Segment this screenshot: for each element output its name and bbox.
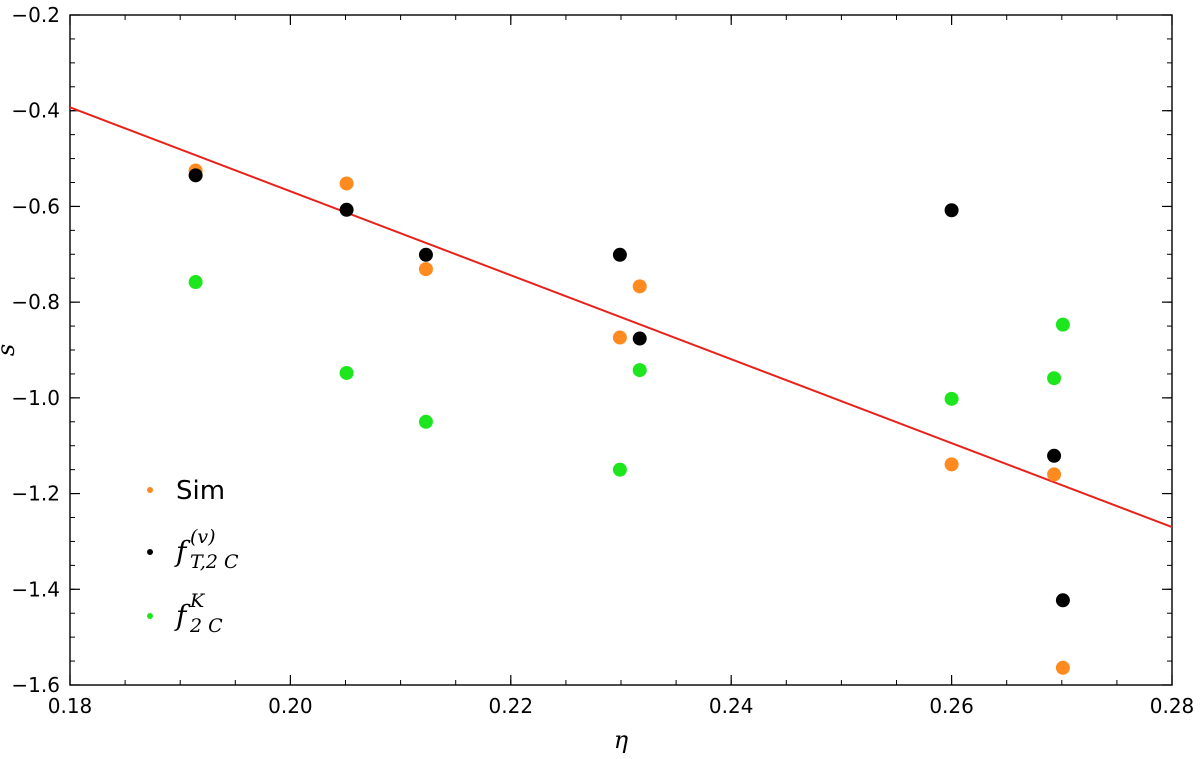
legend-label: f (174, 599, 191, 632)
point-series-2 (612, 247, 627, 262)
x-tick-label: 0.26 (929, 694, 974, 718)
point-series-3 (418, 414, 433, 429)
legend-label-superscript: (v) (190, 526, 216, 548)
axis-tick-labels: 0.18 0.20 0.22 0.24 0.26 0.28 −1.6 −1.4 −1.2 −1.0… (11, 3, 1194, 718)
point-series-3 (339, 365, 354, 380)
y-tick-label: −1.4 (11, 577, 60, 601)
point-series-2 (418, 247, 433, 262)
plot-frame (69, 14, 1173, 686)
legend-label: Sim (176, 476, 225, 506)
y-tick-label: −1.0 (11, 386, 60, 410)
point-series-3 (1047, 371, 1062, 386)
y-axis-label: s (0, 344, 20, 356)
point-series-3 (188, 275, 203, 290)
y-tick-label: −0.4 (11, 99, 60, 123)
y-tick-label: −0.6 (11, 194, 60, 218)
fit-line (69, 106, 1173, 529)
point-series-1 (612, 330, 627, 345)
point-series-3 (612, 462, 627, 477)
point-series-1 (944, 457, 959, 472)
y-tick-label: −1.2 (11, 482, 60, 506)
point-series-1 (339, 176, 354, 191)
point-series-1 (418, 262, 433, 277)
legend-label-subscript: T,2 C (190, 551, 239, 573)
point-series-1 (632, 279, 647, 294)
y-tick-label: −1.6 (11, 673, 60, 697)
legend-label: f (174, 535, 191, 568)
axis-ticks (69, 14, 1173, 686)
y-tick-label: −0.8 (11, 290, 60, 314)
x-tick-label: 0.24 (709, 694, 754, 718)
x-axis-label: η (614, 726, 629, 754)
point-series-2 (1055, 593, 1070, 608)
legend-swatch (147, 613, 153, 619)
legend-swatch (147, 549, 153, 555)
point-series-2 (1047, 448, 1062, 463)
legend-label-subscript: 2 C (189, 615, 223, 637)
point-series-2 (944, 203, 959, 218)
point-series-1 (1047, 467, 1062, 482)
point-series-3 (1055, 317, 1070, 332)
fit-line-layer (69, 106, 1173, 529)
x-tick-label: 0.18 (48, 694, 93, 718)
x-tick-label: 0.22 (489, 694, 534, 718)
legend-label-superscript: K (189, 590, 206, 612)
point-series-2 (632, 331, 647, 346)
y-tick-label: −0.2 (11, 3, 60, 27)
point-series-2 (188, 168, 203, 183)
point-series-2 (339, 202, 354, 217)
legend-swatch (147, 487, 153, 493)
point-series-3 (944, 391, 959, 406)
point-series-3 (632, 363, 647, 378)
point-series-1 (1055, 660, 1070, 675)
x-tick-label: 0.20 (268, 694, 313, 718)
x-tick-label: 0.28 (1150, 694, 1195, 718)
data-points (188, 163, 1070, 675)
